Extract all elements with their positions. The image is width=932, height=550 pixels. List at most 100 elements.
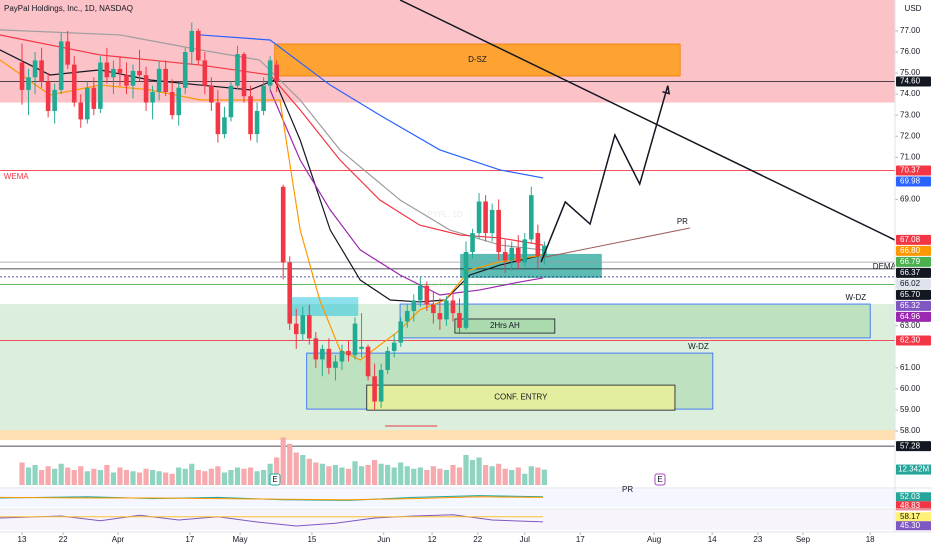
volume-bar [52, 468, 58, 485]
volume-bar [32, 465, 38, 485]
volume-bar [163, 472, 169, 485]
price-tag-label: 66.02 [900, 279, 921, 288]
candle-body [222, 117, 227, 135]
volume-bar [352, 461, 358, 485]
drawing-label: PR [677, 217, 688, 226]
zone-label: CONF. ENTRY [494, 393, 548, 402]
candle-body [45, 81, 51, 111]
price-tag [896, 76, 931, 87]
candle-body [137, 70, 142, 76]
moving-average [200, 34, 544, 179]
volume-bar [156, 471, 162, 485]
candle-body [287, 262, 293, 324]
watermark: PYPL, 1D [427, 210, 462, 219]
candle-body [91, 87, 97, 109]
volume-bar [293, 452, 299, 485]
price-tag-label: 65.70 [900, 290, 921, 299]
chart-title: PayPal Holdings, Inc., 1D, NASDAQ [4, 4, 133, 13]
candle-body [26, 77, 31, 90]
candle-body [176, 87, 182, 116]
price-tag [896, 256, 931, 267]
volume-bar [117, 467, 123, 485]
moving-average [269, 89, 544, 296]
zone [289, 297, 359, 317]
price-tag-label: 70.37 [900, 166, 921, 175]
x-tick-label: 17 [185, 535, 194, 544]
pane-value-label: 45.30 [900, 521, 921, 530]
volume-bar [38, 470, 45, 485]
volume-tag-label: 12.342M [898, 465, 929, 474]
volume-bar [208, 468, 214, 485]
candle-body [78, 102, 84, 120]
x-tick-label: 17 [576, 535, 585, 544]
price-tag-label: 74.60 [900, 77, 921, 86]
x-tick-label: Apr [112, 535, 125, 544]
volume-bar [541, 469, 547, 485]
volume-bar [358, 466, 365, 485]
pane-value-tag [896, 512, 931, 522]
x-tick-label: Jun [377, 535, 390, 544]
candle-body [313, 338, 319, 360]
volume-bar [221, 472, 228, 485]
volume-bar [78, 466, 84, 485]
volume-bar [319, 463, 325, 485]
candle-body [437, 313, 443, 320]
x-tick-label: Sep [796, 535, 811, 544]
y-tick-label: 74.00 [900, 89, 921, 98]
candle-body [261, 85, 266, 111]
price-tag [896, 234, 931, 245]
candle-body [333, 361, 338, 368]
candle-body [359, 346, 364, 349]
x-tick-label: 22 [473, 535, 482, 544]
volume-bar [509, 470, 515, 485]
volume-bar [274, 457, 280, 485]
candle-body [189, 30, 195, 53]
y-tick-label: 63.00 [900, 321, 921, 330]
event-marker [654, 473, 666, 486]
price-tag-label: 69.98 [900, 177, 921, 186]
volume-bar [228, 470, 234, 485]
y-tick-label: 71.00 [900, 152, 921, 161]
candle-body [535, 233, 541, 257]
x-tick-label: 13 [18, 535, 27, 544]
volume-bar [528, 466, 534, 485]
volume-bar [234, 467, 241, 485]
trend-drawing [541, 227, 691, 259]
candle-body [522, 239, 528, 263]
volume-bar [398, 462, 404, 485]
volume-bar [404, 466, 410, 485]
candle-body [320, 348, 325, 360]
zone [366, 384, 676, 411]
pane-value-tag [896, 501, 931, 511]
x-tick-label: 15 [307, 535, 316, 544]
candle-body [182, 52, 188, 88]
candle-body [111, 68, 116, 78]
trend-drawing [399, 0, 896, 241]
zone-label: D-SZ [468, 55, 487, 64]
price-tag-label: 67.08 [900, 235, 921, 244]
moving-average [0, 59, 544, 361]
volume-bar [241, 468, 247, 485]
volume-tag [896, 464, 931, 475]
y-tick-label: 69.00 [900, 195, 921, 204]
price-tag [896, 165, 931, 176]
candle-body [71, 64, 77, 103]
candle-body [326, 348, 332, 368]
candle-body [143, 75, 149, 103]
volume-bar [391, 467, 397, 485]
volume-bar [417, 467, 423, 485]
volume-bar [182, 468, 188, 485]
candle-body [241, 54, 247, 97]
price-tag [896, 335, 931, 346]
volume-bar [260, 470, 267, 485]
volume-bar [25, 467, 32, 485]
candle-body [450, 300, 456, 314]
oscillator-line [0, 495, 544, 501]
candle-body [431, 304, 436, 314]
volume-bar [430, 466, 436, 485]
volume-bar [58, 463, 64, 485]
zone [274, 43, 681, 77]
candle-body [32, 60, 38, 78]
candle-body [52, 89, 57, 111]
volume-bar [195, 470, 201, 485]
